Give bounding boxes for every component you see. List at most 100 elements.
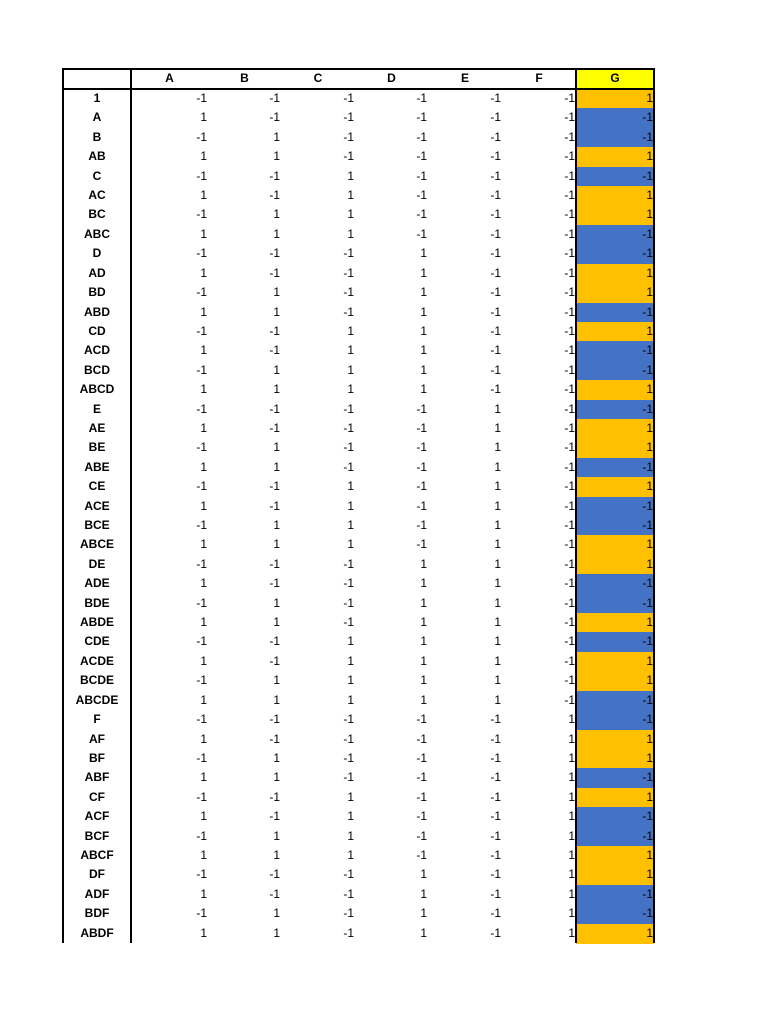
- value-cell: -1: [416, 770, 427, 785]
- value-cell: -1: [416, 188, 427, 203]
- value-cell: -1: [576, 593, 654, 614]
- value-cell: -1: [416, 789, 427, 804]
- value-cell: 1: [420, 653, 427, 668]
- row-label: BCE: [84, 518, 110, 533]
- value-cell: -1: [576, 632, 654, 653]
- row-label: CD: [88, 323, 106, 338]
- value-cell: -1: [564, 401, 575, 416]
- value-cell: -1: [564, 304, 575, 319]
- value-cell: 1: [347, 226, 354, 241]
- value-cell: -1: [564, 382, 575, 397]
- row-label: ABCD: [79, 382, 115, 397]
- row-label: D: [92, 246, 102, 261]
- value-cell: 1: [200, 459, 207, 474]
- value-cell: -1: [196, 789, 207, 804]
- value-cell: 1: [420, 246, 427, 261]
- value-cell: 1: [273, 847, 280, 862]
- value-cell: -1: [269, 91, 280, 105]
- value-cell: -1: [490, 925, 501, 940]
- row-label: ABF: [84, 770, 110, 785]
- value-cell: 1: [576, 380, 654, 401]
- value-cell: 1: [420, 576, 427, 591]
- value-cell: -1: [490, 285, 501, 300]
- value-cell: 1: [568, 731, 575, 746]
- value-cell: 1: [200, 847, 207, 862]
- row-label: CE: [88, 479, 106, 494]
- value-cell: -1: [416, 207, 427, 222]
- column-header: F: [535, 71, 543, 85]
- value-cell: 1: [200, 653, 207, 668]
- value-cell: -1: [196, 906, 207, 921]
- value-cell: -1: [196, 479, 207, 494]
- value-cell: -1: [343, 304, 354, 319]
- value-cell: -1: [196, 207, 207, 222]
- value-cell: -1: [564, 556, 575, 571]
- row-label: ABCDE: [75, 692, 119, 707]
- value-cell: 1: [576, 283, 654, 303]
- row-label: BD: [88, 285, 106, 300]
- value-cell: 1: [420, 906, 427, 921]
- value-cell: -1: [416, 498, 427, 513]
- value-cell: -1: [269, 168, 280, 183]
- value-cell: 1: [273, 149, 280, 164]
- row-label: CF: [89, 789, 105, 804]
- value-cell: 1: [273, 285, 280, 300]
- value-cell: -1: [564, 692, 575, 707]
- value-cell: -1: [343, 149, 354, 164]
- value-cell: -1: [416, 537, 427, 552]
- value-cell: -1: [269, 867, 280, 882]
- value-cell: -1: [416, 828, 427, 843]
- value-cell: 1: [200, 925, 207, 940]
- value-cell: 1: [576, 613, 654, 633]
- value-cell: -1: [490, 750, 501, 765]
- value-cell: -1: [564, 149, 575, 164]
- value-cell: 1: [494, 479, 501, 494]
- row-label: E: [92, 401, 101, 416]
- value-cell: -1: [416, 731, 427, 746]
- row-label: ACF: [84, 809, 110, 824]
- value-cell: 1: [347, 847, 354, 862]
- value-cell: -1: [269, 556, 280, 571]
- value-cell: 1: [273, 906, 280, 921]
- value-cell: -1: [196, 750, 207, 765]
- value-cell: -1: [196, 712, 207, 727]
- value-cell: -1: [576, 768, 654, 789]
- value-cell: -1: [343, 110, 354, 125]
- column-header: G: [576, 69, 654, 89]
- value-cell: 1: [576, 89, 654, 109]
- value-cell: 1: [200, 731, 207, 746]
- value-cell: 1: [494, 595, 501, 610]
- value-cell: -1: [269, 420, 280, 435]
- value-cell: 1: [273, 226, 280, 241]
- value-cell: 1: [494, 440, 501, 455]
- row-label: ACDE: [79, 653, 114, 668]
- value-cell: -1: [416, 750, 427, 765]
- value-cell: 1: [494, 420, 501, 435]
- value-cell: -1: [576, 516, 654, 536]
- value-cell: 1: [576, 418, 654, 439]
- value-cell: 1: [273, 459, 280, 474]
- value-cell: -1: [490, 731, 501, 746]
- value-cell: -1: [576, 341, 654, 362]
- value-cell: 1: [273, 692, 280, 707]
- value-cell: -1: [576, 302, 654, 323]
- value-cell: -1: [576, 884, 654, 905]
- value-cell: 1: [568, 906, 575, 921]
- row-label: ABE: [84, 459, 110, 474]
- row-label: A: [92, 110, 102, 125]
- value-cell: 1: [273, 750, 280, 765]
- value-cell: 1: [568, 809, 575, 824]
- value-cell: -1: [490, 867, 501, 882]
- row-label: ABDE: [79, 615, 114, 630]
- value-cell: -1: [564, 615, 575, 630]
- value-cell: -1: [576, 108, 654, 129]
- value-cell: 1: [273, 207, 280, 222]
- value-cell: 1: [576, 477, 654, 498]
- value-cell: -1: [564, 362, 575, 377]
- value-cell: 1: [568, 867, 575, 882]
- value-cell: 1: [200, 226, 207, 241]
- row-label: BDF: [84, 906, 110, 921]
- value-cell: -1: [564, 246, 575, 261]
- value-cell: -1: [416, 518, 427, 533]
